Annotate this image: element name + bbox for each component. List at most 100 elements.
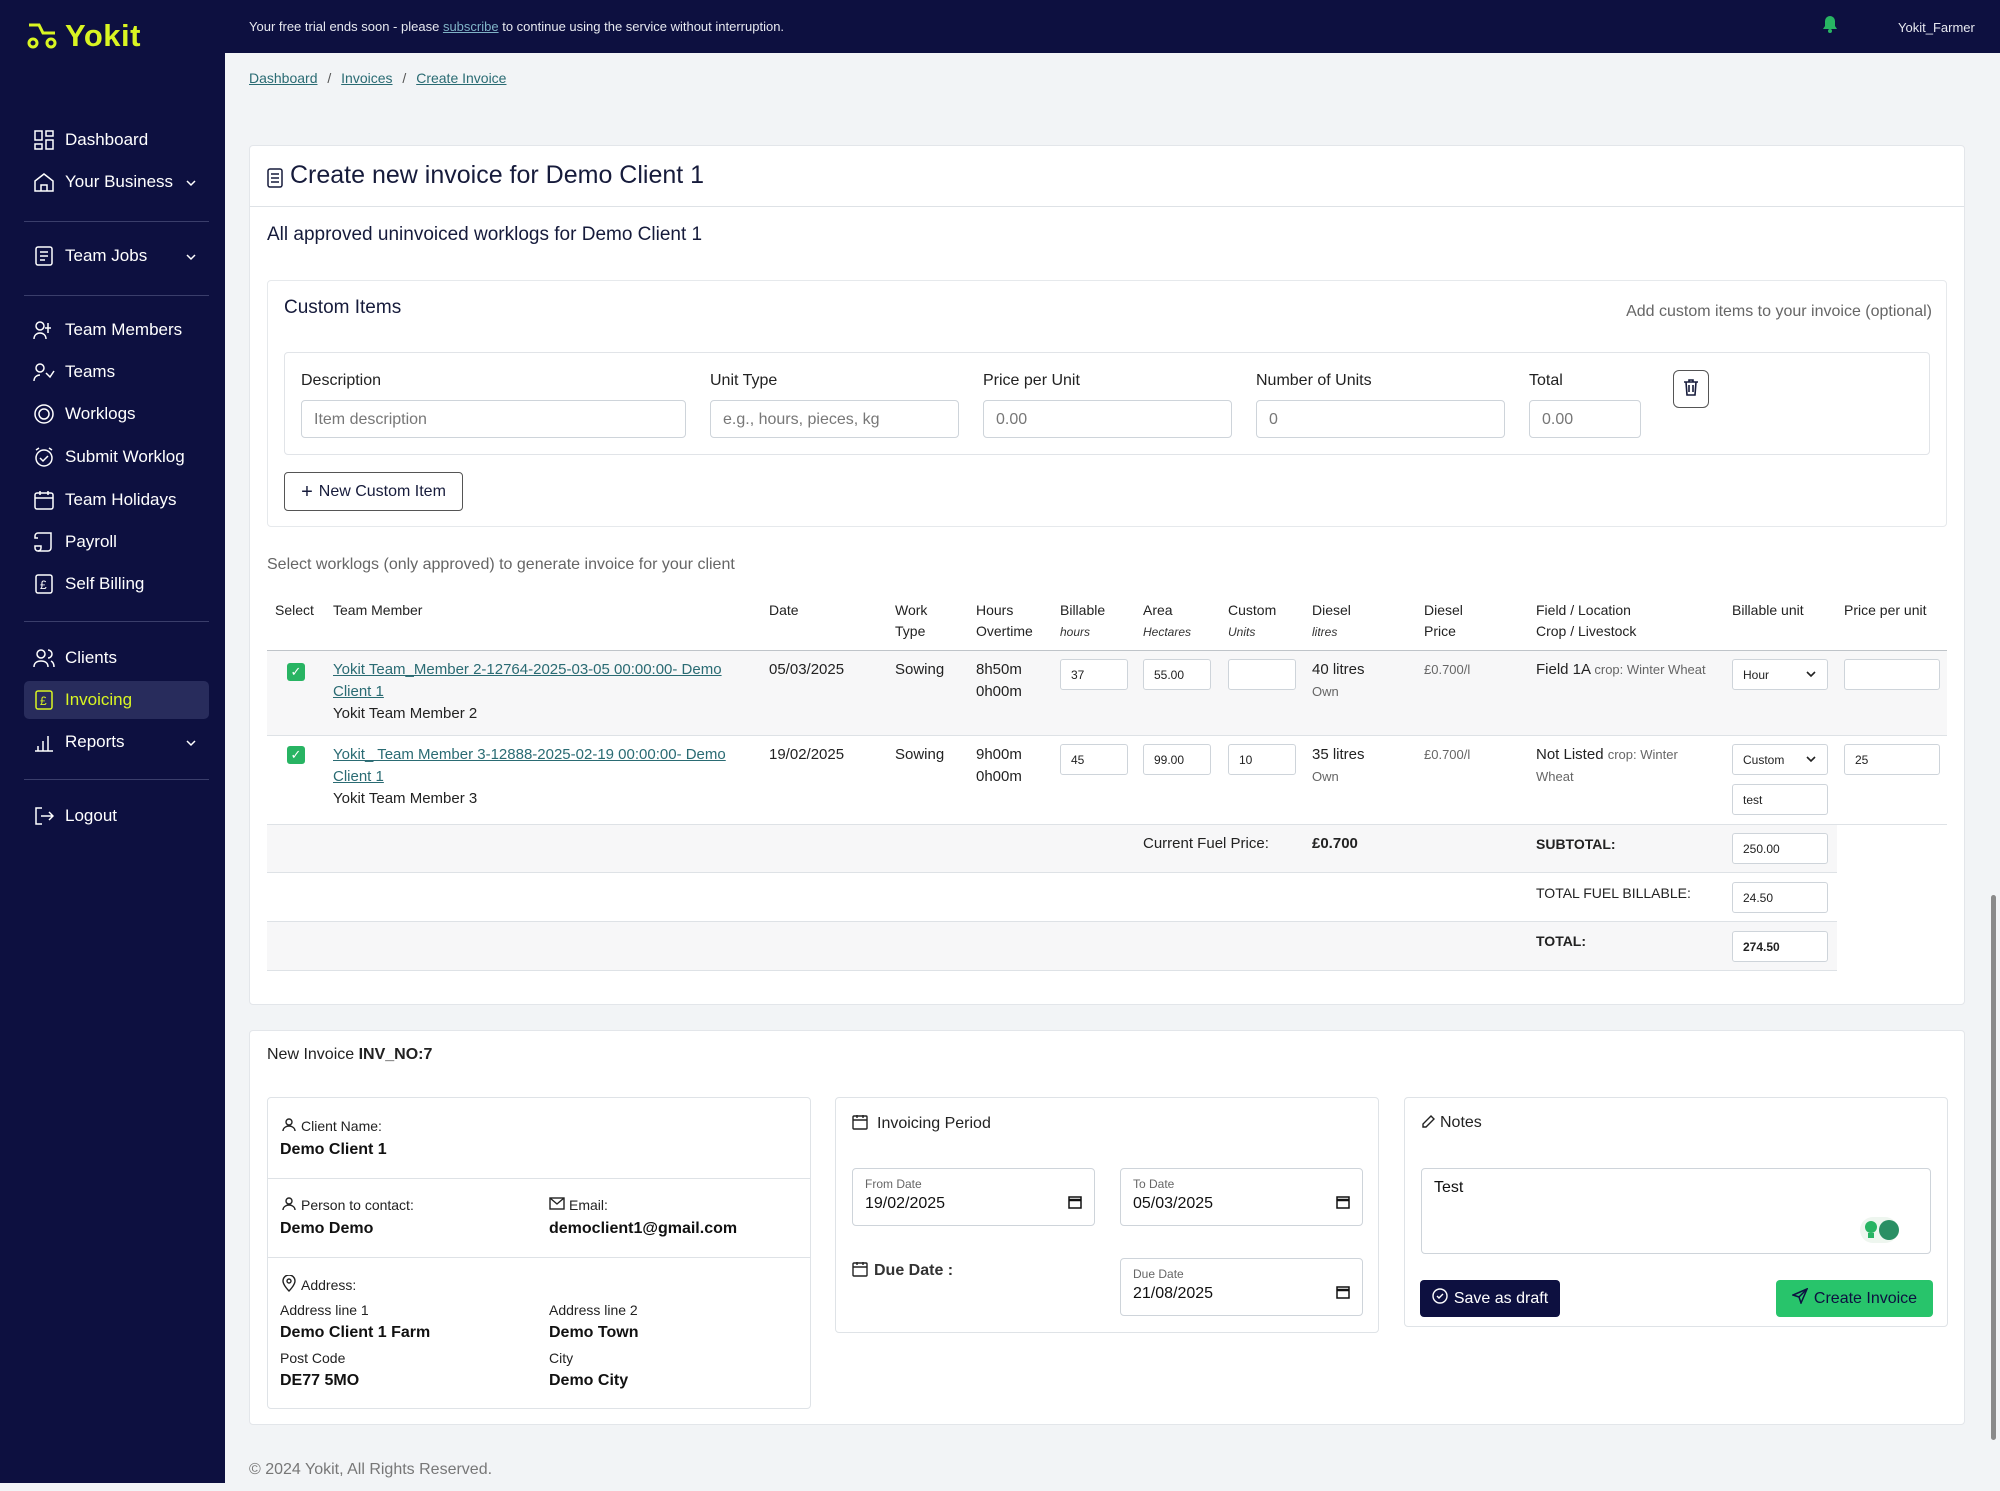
- billable-hours-input[interactable]: 37: [1060, 659, 1128, 690]
- calendar-icon: [852, 1114, 868, 1135]
- number-of-units-input[interactable]: 0: [1256, 400, 1505, 438]
- row-diesel: 35 litres Own: [1312, 744, 1365, 788]
- area-input[interactable]: 99.00: [1143, 744, 1211, 775]
- row-hours: 8h50m 0h00m: [976, 659, 1022, 703]
- col-team-member: Team Member: [333, 602, 423, 618]
- email-value: democlient1@gmail.com: [549, 1220, 738, 1237]
- chevron-down-icon: [1805, 668, 1817, 683]
- sidebar-item-label: Payroll: [65, 532, 117, 551]
- col-custom-l2: Units: [1228, 625, 1256, 639]
- custom-unit-input[interactable]: test: [1732, 784, 1828, 815]
- sidebar-item-label: Team Jobs: [65, 246, 148, 265]
- number-of-units-label: Number of Units: [1256, 372, 1372, 389]
- address-line2-label: Address line 2: [549, 1302, 638, 1318]
- breadcrumb-invoices[interactable]: Invoices: [341, 70, 393, 86]
- custom-units-input[interactable]: 10: [1228, 744, 1296, 775]
- due-date-input[interactable]: Due Date 21/08/2025: [1120, 1258, 1363, 1316]
- billable-unit-select[interactable]: Custom: [1732, 744, 1828, 775]
- bulb-icon: [1864, 1220, 1878, 1245]
- worklog-link[interactable]: Yokit Team_Member 2-12764-2025-03-05 00:…: [333, 661, 722, 678]
- scrollbar-thumb[interactable]: [1991, 895, 1996, 1440]
- row-work-type: Sowing: [895, 661, 945, 678]
- invoice-icon: [267, 168, 283, 193]
- breadcrumb-create-invoice[interactable]: Create Invoice: [416, 70, 507, 86]
- billable-unit-select[interactable]: Hour: [1732, 659, 1828, 690]
- sidebar-item-invoicing[interactable]: £ Invoicing: [24, 681, 209, 719]
- bell-icon[interactable]: [1822, 15, 1838, 38]
- calendar-icon[interactable]: [1336, 1285, 1350, 1304]
- calendar-icon[interactable]: [1068, 1195, 1082, 1214]
- calendar-icon: [33, 489, 55, 511]
- to-date-label: To Date: [1133, 1177, 1175, 1191]
- price-per-unit-input[interactable]: 0.00: [983, 400, 1232, 438]
- sidebar-item-self-billing[interactable]: £ Self Billing: [24, 565, 209, 603]
- col-field: Field / Location Crop / Livestock: [1536, 600, 1636, 642]
- assistant-widget[interactable]: [1860, 1217, 1899, 1245]
- breadcrumb-sep: /: [402, 70, 407, 86]
- subscribe-link[interactable]: subscribe: [442, 19, 499, 34]
- user-name[interactable]: Yokit_Farmer: [1898, 20, 1975, 35]
- logout-icon: [33, 805, 55, 827]
- to-date-input[interactable]: To Date 05/03/2025: [1120, 1168, 1363, 1226]
- contact-value: Demo Demo: [280, 1220, 374, 1237]
- sidebar-item-payroll[interactable]: Payroll: [24, 523, 209, 561]
- scroll-icon: [33, 531, 55, 553]
- logo-text: Yokit: [65, 18, 141, 53]
- pound-icon: £: [33, 689, 55, 711]
- calendar-icon[interactable]: [1336, 1195, 1350, 1214]
- custom-units-input[interactable]: [1228, 659, 1296, 690]
- from-date-input[interactable]: From Date 19/02/2025: [852, 1168, 1095, 1226]
- row-field: Not Listed crop: Winter Wheat: [1536, 744, 1721, 788]
- col-hours: Hours Overtime: [976, 600, 1033, 642]
- sidebar-item-submit-worklog[interactable]: Submit Worklog: [24, 438, 209, 476]
- col-work-type-l1: Work: [895, 602, 928, 618]
- unit-type-input[interactable]: e.g., hours, pieces, kg: [710, 400, 959, 438]
- col-field-l1: Field / Location: [1536, 602, 1631, 618]
- postcode-label: Post Code: [280, 1350, 346, 1366]
- row-checkbox[interactable]: ✓: [287, 663, 305, 681]
- row-diesel-price: £0.700/l: [1424, 747, 1471, 762]
- row-diesel-source: Own: [1312, 769, 1339, 784]
- sidebar-item-your-business[interactable]: Your Business: [24, 163, 209, 201]
- new-custom-item-button[interactable]: + New Custom Item: [284, 472, 463, 511]
- description-input[interactable]: Item description: [301, 400, 686, 438]
- sidebar-item-logout[interactable]: Logout: [24, 797, 209, 835]
- row-diesel-price: £0.700/l: [1424, 662, 1471, 677]
- area-input[interactable]: 55.00: [1143, 659, 1211, 690]
- worklog-link-end[interactable]: Client 1: [333, 768, 384, 785]
- email-label: Email:: [569, 1197, 608, 1213]
- scrollbar[interactable]: [1990, 100, 1998, 1440]
- row-diesel-value: 35 litres: [1312, 746, 1365, 763]
- invoice-number-prefix: New Invoice: [267, 1046, 355, 1063]
- sidebar-item-team-holidays[interactable]: Team Holidays: [24, 481, 209, 519]
- col-billable-l1: Billable: [1060, 602, 1106, 618]
- logo[interactable]: Yokit: [25, 18, 141, 54]
- save-draft-button[interactable]: Save as draft: [1420, 1280, 1560, 1317]
- breadcrumb-dashboard[interactable]: Dashboard: [249, 70, 318, 86]
- billable-hours-input[interactable]: 45: [1060, 744, 1128, 775]
- price-per-unit-input[interactable]: 25: [1844, 744, 1940, 775]
- sidebar-item-team-members[interactable]: Team Members: [24, 311, 209, 349]
- sidebar-item-team-jobs[interactable]: Team Jobs: [24, 237, 209, 275]
- sidebar-item-dashboard[interactable]: Dashboard: [24, 121, 209, 159]
- send-icon: [1790, 1287, 1809, 1309]
- divider: [24, 295, 209, 296]
- calendar-icon: [852, 1261, 868, 1282]
- total-input[interactable]: 0.00: [1529, 400, 1641, 438]
- sidebar-item-worklogs[interactable]: Worklogs: [24, 395, 209, 433]
- row-diesel: 40 litres Own: [1312, 659, 1365, 703]
- row-overtime-value: 0h00m: [976, 683, 1022, 700]
- create-invoice-button[interactable]: Create Invoice: [1776, 1280, 1933, 1317]
- grand-total-label: TOTAL:: [1536, 933, 1587, 949]
- sidebar-item-clients[interactable]: Clients: [24, 639, 209, 677]
- col-billable-l2: hours: [1060, 625, 1091, 639]
- price-per-unit-input[interactable]: [1844, 659, 1940, 690]
- sidebar-item-teams[interactable]: Teams: [24, 353, 209, 391]
- col-diesel-l2: litres: [1312, 625, 1338, 639]
- sidebar-item-reports[interactable]: Reports: [24, 723, 209, 761]
- worklog-link[interactable]: Yokit_ Team Member 3-12888-2025-02-19 00…: [333, 746, 726, 763]
- notes-textarea[interactable]: Test: [1421, 1168, 1931, 1254]
- delete-item-button[interactable]: [1673, 370, 1709, 408]
- worklog-link-end[interactable]: Client 1: [333, 683, 384, 700]
- row-checkbox[interactable]: ✓: [287, 746, 305, 764]
